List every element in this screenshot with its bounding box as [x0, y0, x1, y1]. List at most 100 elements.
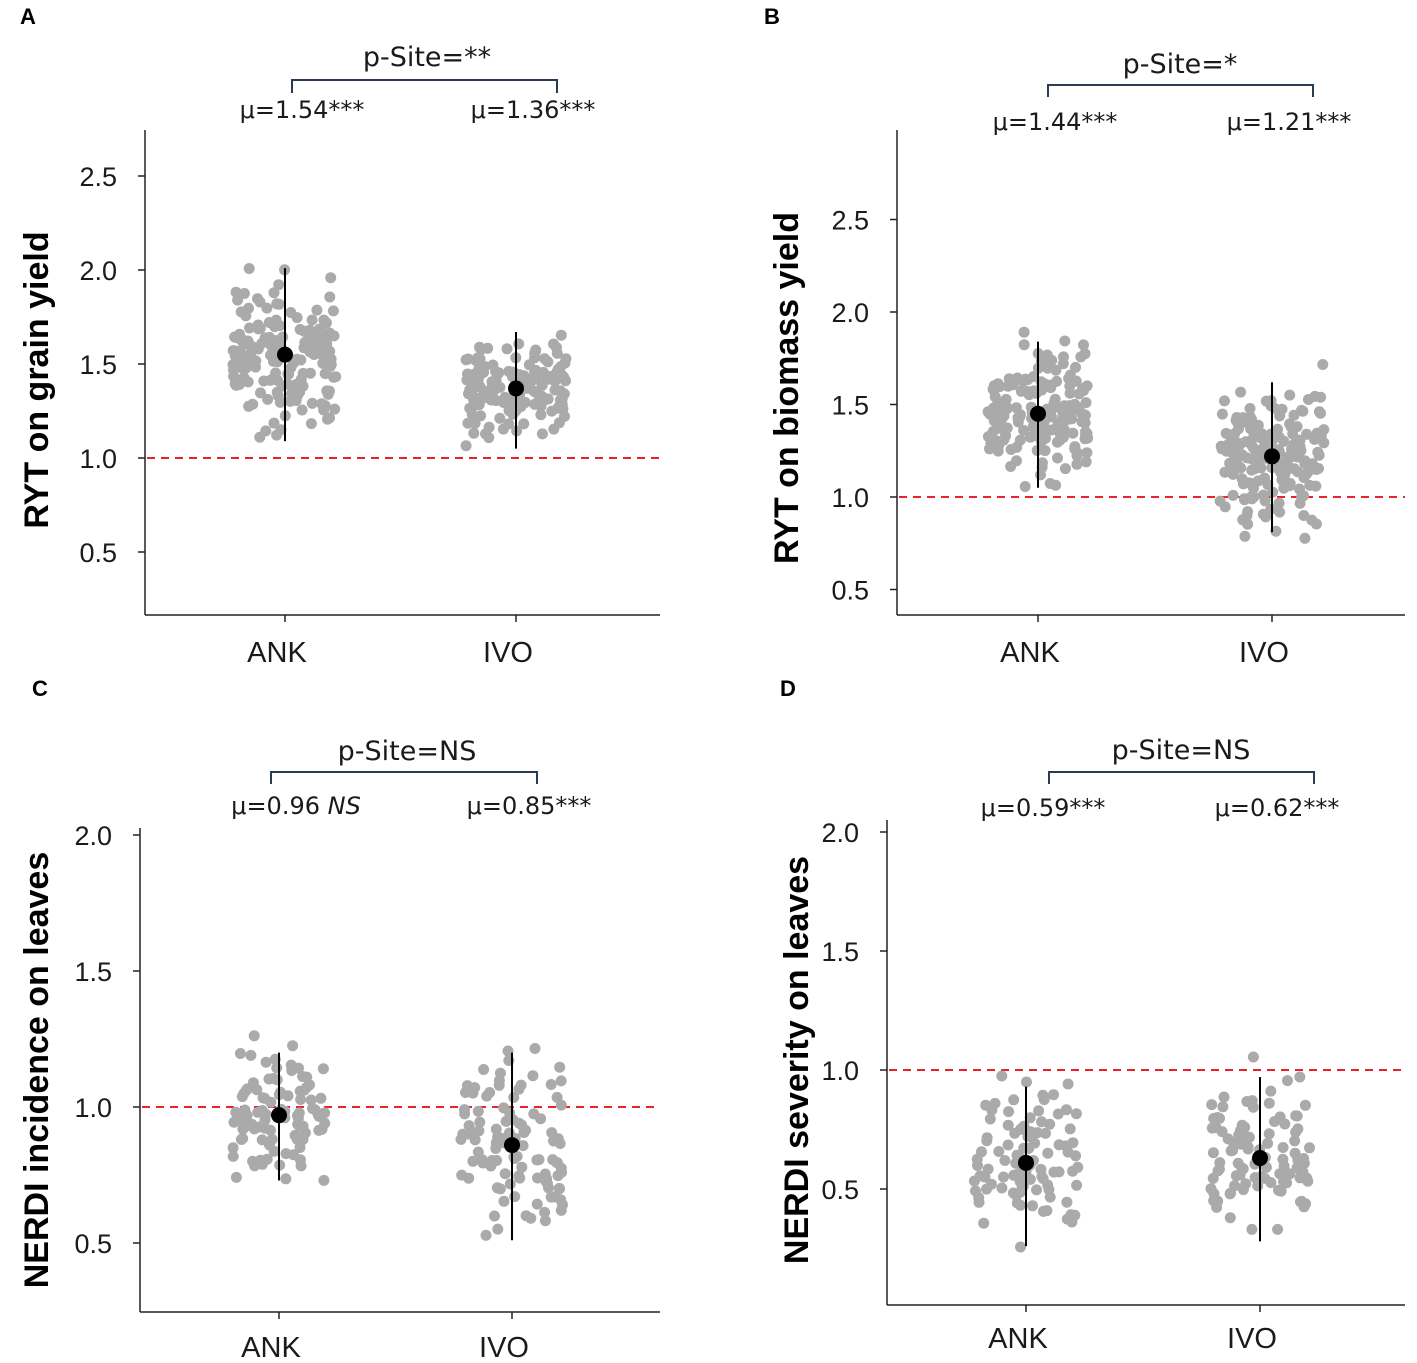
data-point	[1081, 428, 1093, 439]
data-point	[1282, 1075, 1293, 1087]
data-point	[1290, 1110, 1302, 1122]
y-tick-label: 1.0	[79, 444, 117, 474]
data-point	[1274, 1168, 1286, 1180]
mu-value: μ=1.54***	[240, 96, 365, 124]
mean-point-ank	[1030, 405, 1046, 422]
data-point	[1070, 361, 1081, 373]
data-point	[556, 1166, 568, 1178]
mu-label-ivo: μ=1.21***	[1227, 108, 1352, 136]
data-point	[1273, 497, 1285, 509]
data-point	[463, 1120, 475, 1132]
data-point	[234, 1048, 246, 1059]
y-tick-label: 2.0	[831, 298, 869, 328]
data-point	[1005, 461, 1017, 472]
data-point	[1256, 428, 1268, 440]
data-point	[495, 1132, 507, 1144]
points-ank	[227, 1030, 331, 1186]
data-point	[287, 1040, 299, 1052]
data-point	[324, 345, 336, 357]
data-point	[472, 377, 484, 389]
data-point	[1019, 481, 1031, 492]
data-point	[271, 298, 283, 310]
data-point	[513, 1170, 525, 1182]
chart-panel-b: B 0.5 1.0 1.5 2.0 2.5 ANK IVO RYT on biomass yie…	[764, 4, 1405, 669]
data-point	[498, 1195, 510, 1207]
data-point	[305, 418, 317, 430]
data-point	[1276, 403, 1288, 415]
data-point	[1052, 1108, 1064, 1120]
data-point	[291, 312, 303, 324]
data-point	[259, 332, 271, 344]
y-tick-label: 1.0	[831, 483, 869, 513]
data-point	[240, 355, 252, 367]
data-point	[301, 1071, 313, 1083]
data-point	[1258, 442, 1270, 454]
data-point	[459, 1104, 470, 1116]
data-point	[973, 1196, 985, 1208]
y-axis-label: NERDI severity on leaves	[778, 856, 816, 1264]
data-point	[1242, 518, 1254, 530]
data-point	[490, 1123, 502, 1135]
data-point	[227, 1142, 239, 1154]
data-point	[462, 417, 474, 429]
data-point	[527, 1070, 539, 1082]
data-point	[1224, 457, 1236, 469]
data-point	[1246, 413, 1257, 425]
data-point	[1277, 1153, 1289, 1165]
data-point	[1002, 1119, 1014, 1131]
data-point	[306, 314, 318, 326]
data-point	[1025, 431, 1037, 443]
data-point	[305, 1094, 317, 1106]
data-point	[494, 1183, 506, 1195]
panel-letter: D	[780, 676, 796, 701]
mu-value: μ=1.21***	[1227, 108, 1352, 136]
data-point	[1219, 395, 1230, 407]
data-point	[1298, 1157, 1310, 1169]
data-point	[1272, 1223, 1284, 1235]
data-point	[1298, 1201, 1310, 1213]
data-point	[1042, 1147, 1054, 1159]
data-point	[1035, 469, 1046, 481]
data-point	[455, 1133, 467, 1145]
data-point	[313, 323, 325, 335]
data-point	[982, 431, 994, 443]
data-point	[268, 417, 280, 429]
data-point	[555, 361, 567, 373]
data-point	[460, 354, 472, 366]
y-tick-label: 0.5	[831, 576, 869, 606]
mu-significance: NS	[320, 792, 361, 820]
data-point	[1003, 373, 1015, 385]
data-point	[1295, 445, 1307, 457]
data-point	[1042, 362, 1054, 374]
data-point	[1207, 1172, 1219, 1184]
data-point	[1062, 1146, 1074, 1158]
data-point	[557, 403, 569, 415]
data-point	[548, 338, 559, 350]
data-point	[319, 1117, 331, 1129]
data-point	[1021, 1076, 1032, 1088]
data-point	[228, 1116, 240, 1128]
data-point	[472, 1105, 484, 1117]
y-axis-label: RYT on grain yield	[18, 231, 56, 528]
points-ank	[982, 326, 1094, 492]
mu-label-ivo: μ=1.36***	[471, 96, 596, 124]
data-point	[1299, 1099, 1311, 1111]
data-point	[1206, 1099, 1218, 1111]
mu-value: μ=0.62***	[1215, 794, 1340, 822]
data-point	[1014, 434, 1026, 446]
data-point	[1284, 1168, 1296, 1180]
data-point	[1008, 1094, 1020, 1106]
data-point	[1263, 1128, 1275, 1140]
data-point	[490, 1143, 502, 1154]
mean-point-ank	[271, 1107, 287, 1124]
data-point	[227, 359, 239, 371]
data-point	[1053, 1139, 1065, 1151]
data-point	[1048, 1089, 1059, 1101]
data-point	[1281, 1177, 1293, 1189]
data-point	[1036, 457, 1048, 469]
data-point	[280, 1173, 292, 1185]
psite-label: p-Site=NS	[338, 736, 477, 767]
mean-point-ivo	[1264, 448, 1280, 465]
data-point	[545, 1191, 557, 1203]
data-point	[1309, 390, 1321, 402]
